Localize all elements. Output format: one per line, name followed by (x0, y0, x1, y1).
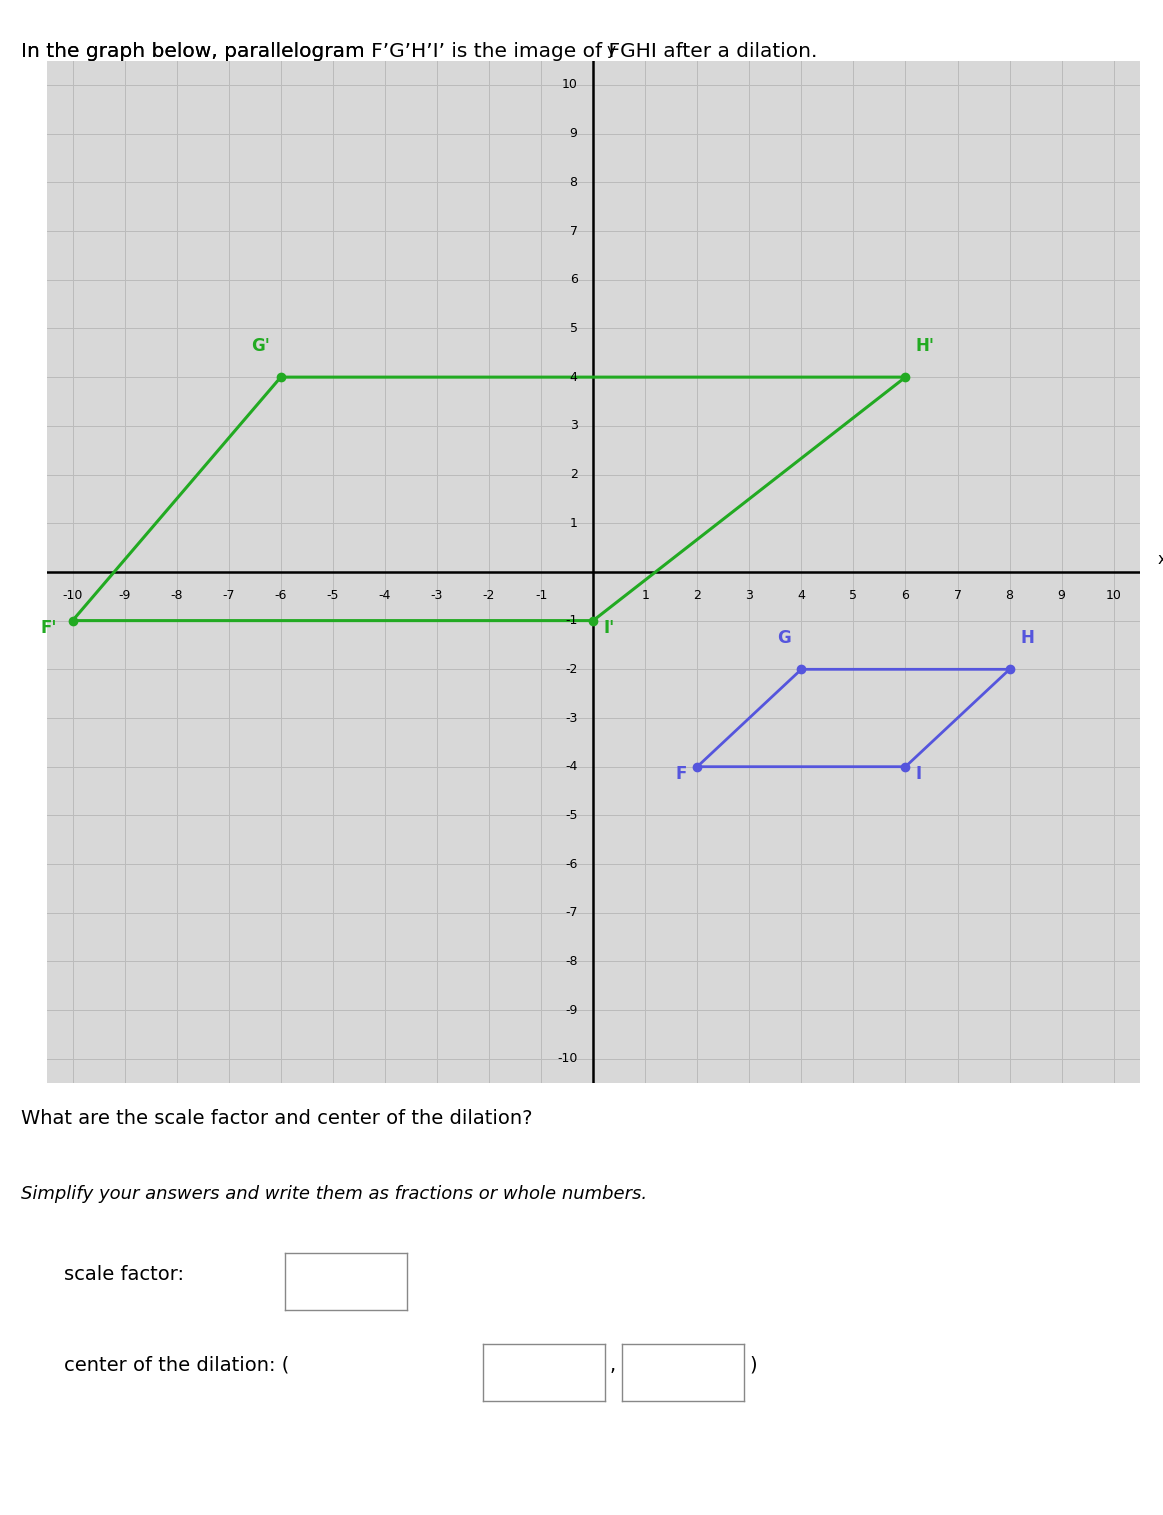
Text: center of the dilation: (: center of the dilation: ( (64, 1356, 290, 1376)
Text: F: F (676, 765, 687, 783)
Text: -3: -3 (565, 712, 578, 724)
Text: I: I (916, 765, 922, 783)
Text: -1: -1 (565, 614, 578, 627)
Text: -5: -5 (565, 809, 578, 823)
Text: ): ) (749, 1356, 757, 1376)
Text: 9: 9 (1057, 589, 1065, 601)
Text: 9: 9 (570, 127, 578, 141)
Text: -9: -9 (565, 1003, 578, 1017)
Text: 6: 6 (901, 589, 909, 601)
Text: -2: -2 (483, 589, 495, 601)
Text: -3: -3 (430, 589, 443, 601)
Text: scale factor:: scale factor: (64, 1265, 184, 1285)
Text: 10: 10 (1106, 589, 1121, 601)
Text: 1: 1 (641, 589, 649, 601)
Text: 5: 5 (849, 589, 857, 601)
Text: -6: -6 (565, 857, 578, 871)
Text: -5: -5 (327, 589, 340, 601)
Text: -7: -7 (565, 906, 578, 920)
Text: -10: -10 (557, 1053, 578, 1065)
Text: In the graph below, parallelogram: In the graph below, parallelogram (21, 42, 371, 62)
Text: -8: -8 (565, 954, 578, 968)
Text: H': H' (916, 338, 935, 355)
Text: Simplify your answers and write them as fractions or whole numbers.: Simplify your answers and write them as … (21, 1185, 647, 1203)
Text: -1: -1 (535, 589, 548, 601)
Text: 5: 5 (570, 321, 578, 335)
Text: 7: 7 (954, 589, 962, 601)
Text: G': G' (251, 338, 270, 355)
Text: G: G (777, 629, 791, 647)
Text: 8: 8 (1006, 589, 1014, 601)
Text: -4: -4 (379, 589, 391, 601)
Text: -2: -2 (565, 662, 578, 676)
Text: 10: 10 (562, 79, 578, 91)
Text: 4: 4 (570, 371, 578, 383)
Text: I': I' (604, 620, 615, 636)
Text: 3: 3 (745, 589, 754, 601)
Text: 1: 1 (570, 517, 578, 530)
Text: -7: -7 (222, 589, 235, 601)
Text: 2: 2 (693, 589, 701, 601)
Text: 8: 8 (570, 176, 578, 189)
Text: 3: 3 (570, 420, 578, 432)
Text: In the graph below, parallelogram F’G’H’I’ is the image of FGHI after a dilation: In the graph below, parallelogram F’G’H’… (21, 42, 818, 62)
Text: -8: -8 (171, 589, 183, 601)
Text: ,: , (609, 1356, 615, 1376)
Text: -4: -4 (565, 761, 578, 773)
Text: -6: -6 (274, 589, 287, 601)
Text: 7: 7 (570, 224, 578, 238)
Text: 2: 2 (570, 468, 578, 482)
Text: y: y (606, 44, 615, 59)
Text: What are the scale factor and center of the dilation?: What are the scale factor and center of … (21, 1109, 533, 1129)
Text: -10: -10 (63, 589, 83, 601)
Text: H: H (1020, 629, 1034, 647)
Text: 6: 6 (570, 273, 578, 286)
Text: F': F' (41, 620, 57, 636)
Text: 4: 4 (798, 589, 805, 601)
Text: -9: -9 (119, 589, 130, 601)
Text: x: x (1158, 553, 1163, 567)
